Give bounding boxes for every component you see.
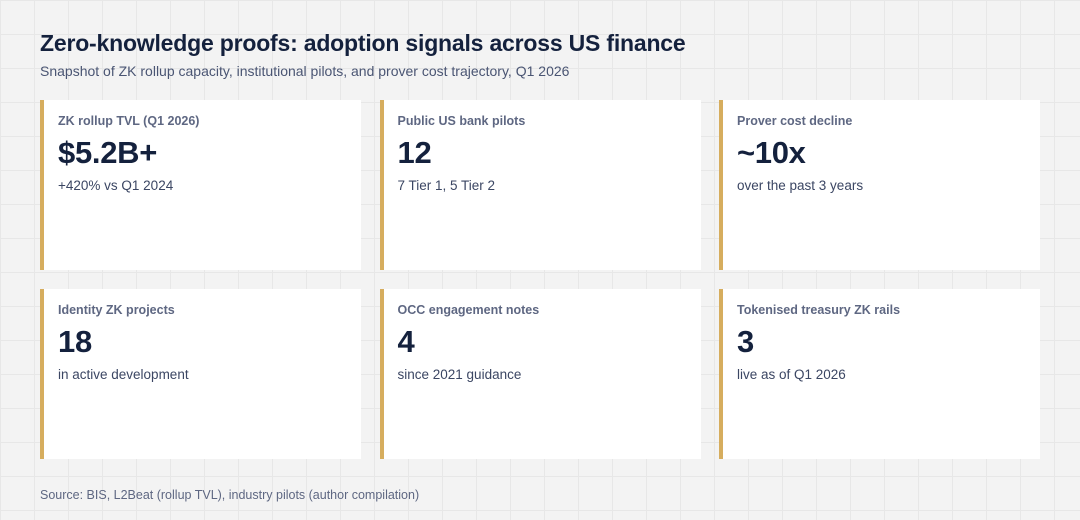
stat-card-identity-projects: Identity ZK projects 18 in active develo… [40,289,361,459]
page-title: Zero-knowledge proofs: adoption signals … [40,30,686,56]
stat-card-value: 3 [737,324,754,359]
stat-card-label: Prover cost decline [737,114,853,128]
stat-card-note: over the past 3 years [737,178,864,193]
stat-card-note: since 2021 guidance [397,367,522,382]
stat-card-bank-pilots: Public US bank pilots 12 7 Tier 1, 5 Tie… [379,100,701,270]
stat-card-value: 12 [397,135,432,170]
stat-card-value: 18 [58,324,92,359]
stat-card-label: OCC engagement notes [397,303,540,317]
source-note: Source: BIS, L2Beat (rollup TVL), indust… [40,488,420,502]
stat-card-note: in active development [58,367,189,382]
stat-card-grid: ZK rollup TVL (Q1 2026) $5.2B+ +420% vs … [40,100,1040,459]
stat-card-label: Identity ZK projects [58,303,175,317]
stat-card-note: live as of Q1 2026 [737,367,846,382]
stat-card-occ-notes: OCC engagement notes 4 since 2021 guidan… [379,289,701,459]
stat-card-value: 4 [397,324,415,359]
stat-card-note: +420% vs Q1 2024 [58,178,174,193]
stat-card-value: ~10x [737,135,806,170]
stat-card-label: ZK rollup TVL (Q1 2026) [58,114,200,128]
stat-card-value: $5.2B+ [58,135,158,170]
stat-card-treasury-rails: Tokenised treasury ZK rails 3 live as of… [719,289,1040,459]
stat-card-label: Tokenised treasury ZK rails [737,303,901,317]
stat-card-prover-cost: Prover cost decline ~10x over the past 3… [719,100,1040,270]
stat-card-note: 7 Tier 1, 5 Tier 2 [397,178,496,193]
stat-card-rollup-tvl: ZK rollup TVL (Q1 2026) $5.2B+ +420% vs … [40,100,361,270]
page-subtitle: Snapshot of ZK rollup capacity, institut… [40,63,570,79]
stat-card-label: Public US bank pilots [397,114,526,128]
